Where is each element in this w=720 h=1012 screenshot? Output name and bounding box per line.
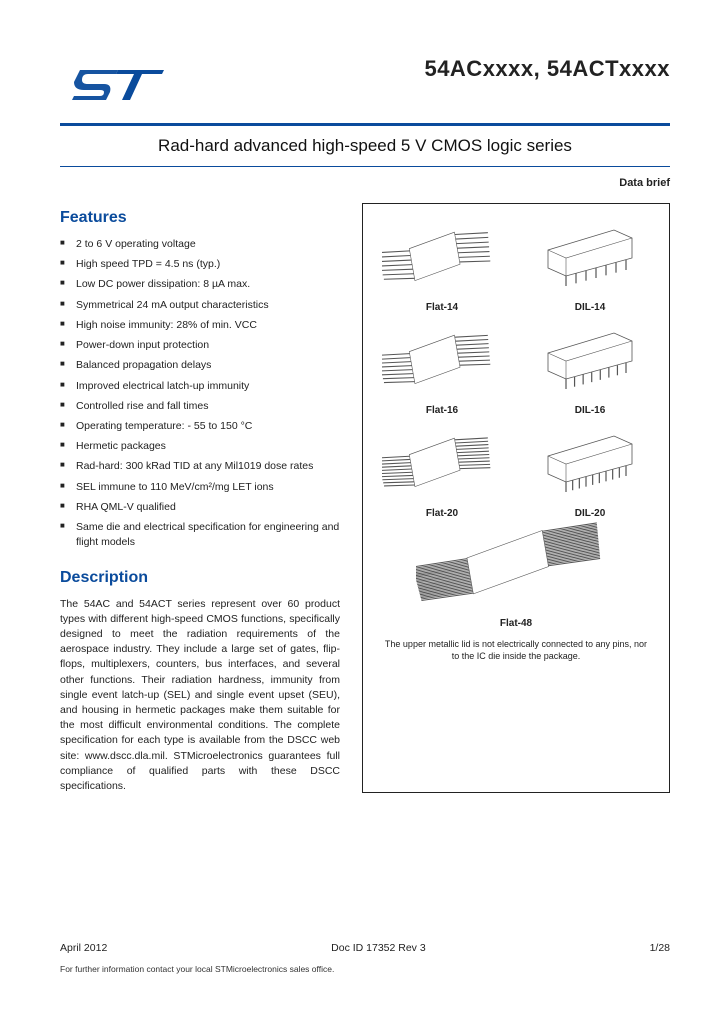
- feature-item: SEL immune to 110 MeV/cm²/mg LET ions: [60, 480, 340, 495]
- footer-page: 1/28: [650, 942, 670, 954]
- features-heading: Features: [60, 209, 340, 227]
- package-note: The upper metallic lid is not electrical…: [373, 639, 659, 662]
- feature-item: Rad-hard: 300 kRad TID at any Mil1019 do…: [60, 459, 340, 474]
- package-figure-box: Flat-14DIL-14Flat-16DIL-16Flat-20DIL-20 …: [362, 203, 670, 793]
- features-list: 2 to 6 V operating voltage High speed TP…: [60, 237, 340, 551]
- feature-item: Balanced propagation delays: [60, 358, 340, 373]
- package-label: DIL-14: [521, 302, 659, 313]
- footer-date: April 2012: [60, 942, 107, 954]
- feature-item: RHA QML-V qualified: [60, 500, 340, 515]
- part-number-title: 54ACxxxx, 54ACTxxxx: [424, 50, 670, 82]
- feature-item: High speed TPD = 4.5 ns (typ.): [60, 257, 340, 272]
- package-label: Flat-20: [373, 508, 511, 519]
- feature-item: High noise immunity: 28% of min. VCC: [60, 318, 340, 333]
- package-dil-20: DIL-20: [521, 424, 659, 519]
- package-label: DIL-16: [521, 405, 659, 416]
- package-flat-14: Flat-14: [373, 218, 511, 313]
- feature-item: Operating temperature: - 55 to 150 °C: [60, 419, 340, 434]
- package-label: Flat-48: [373, 618, 659, 629]
- package-flat-16: Flat-16: [373, 321, 511, 416]
- description-heading: Description: [60, 569, 340, 587]
- feature-item: Low DC power dissipation: 8 µA max.: [60, 277, 340, 292]
- data-brief-label: Data brief: [60, 177, 670, 189]
- package-label: DIL-20: [521, 508, 659, 519]
- subtitle-rule: [60, 166, 670, 167]
- feature-item: Symmetrical 24 mA output characteristics: [60, 298, 340, 313]
- package-dil-16: DIL-16: [521, 321, 659, 416]
- feature-item: Improved electrical latch-up immunity: [60, 379, 340, 394]
- feature-item: Power-down input protection: [60, 338, 340, 353]
- feature-item: 2 to 6 V operating voltage: [60, 237, 340, 252]
- feature-item: Controlled rise and fall times: [60, 399, 340, 414]
- description-body: The 54AC and 54ACT series represent over…: [60, 597, 340, 795]
- package-label: Flat-16: [373, 405, 511, 416]
- subtitle: Rad-hard advanced high-speed 5 V CMOS lo…: [60, 132, 670, 160]
- footer-docid: Doc ID 17352 Rev 3: [331, 942, 426, 954]
- feature-item: Hermetic packages: [60, 439, 340, 454]
- footer-note: For further information contact your loc…: [60, 964, 670, 974]
- st-logo: [60, 50, 170, 115]
- package-flat-48: Flat-48: [373, 519, 659, 629]
- package-dil-14: DIL-14: [521, 218, 659, 313]
- header-rule: [60, 123, 670, 126]
- package-label: Flat-14: [373, 302, 511, 313]
- feature-item: Same die and electrical specification fo…: [60, 520, 340, 550]
- package-flat-20: Flat-20: [373, 424, 511, 519]
